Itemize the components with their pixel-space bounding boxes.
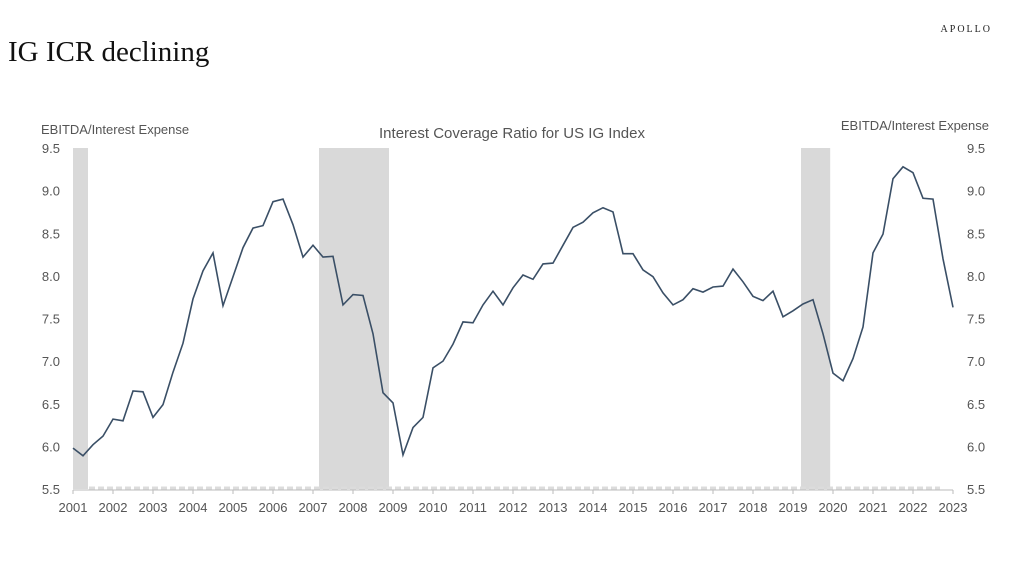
x-tick-label: 2023 bbox=[939, 500, 968, 515]
x-tick-label: 2001 bbox=[59, 500, 88, 515]
recession-band bbox=[801, 148, 831, 489]
x-tick-label: 2016 bbox=[659, 500, 688, 515]
x-tick-label: 2012 bbox=[499, 500, 528, 515]
recession-band bbox=[319, 148, 389, 489]
x-tick-label: 2020 bbox=[819, 500, 848, 515]
y-tick-label-left: 7.5 bbox=[42, 312, 60, 327]
y-tick-label-right: 7.5 bbox=[967, 312, 985, 327]
y-tick-label-left: 6.0 bbox=[42, 439, 60, 454]
y-tick-label-left: 8.0 bbox=[42, 269, 60, 284]
y-tick-label-left: 8.5 bbox=[42, 226, 60, 241]
x-tick-label: 2011 bbox=[459, 500, 487, 515]
y-tick-label-left: 9.5 bbox=[42, 141, 60, 156]
x-tick-label: 2019 bbox=[779, 500, 808, 515]
y-tick-label-right: 8.5 bbox=[967, 226, 985, 241]
x-tick-label: 2018 bbox=[739, 500, 768, 515]
recession-band bbox=[73, 148, 88, 489]
x-tick-label: 2006 bbox=[259, 500, 288, 515]
y-tick-label-left: 6.5 bbox=[42, 397, 60, 412]
x-tick-label: 2007 bbox=[299, 500, 328, 515]
y-tick-label-right: 9.0 bbox=[967, 184, 985, 199]
chart-title: Interest Coverage Ratio for US IG Index bbox=[379, 125, 645, 142]
x-tick-label: 2015 bbox=[619, 500, 648, 515]
x-tick-label: 2009 bbox=[379, 500, 408, 515]
y-tick-label-left: 7.0 bbox=[42, 354, 60, 369]
x-tick-label: 2004 bbox=[179, 500, 208, 515]
y-tick-label-right: 9.5 bbox=[967, 141, 985, 156]
x-tick-label: 2013 bbox=[539, 500, 568, 515]
y-tick-label-left: 5.5 bbox=[42, 482, 60, 497]
brand-logo: APOLLO bbox=[940, 24, 992, 35]
page-title: IG ICR declining bbox=[8, 36, 210, 68]
series-line bbox=[72, 165, 954, 458]
y-tick-label-right: 8.0 bbox=[967, 269, 985, 284]
x-tick-label: 2008 bbox=[339, 500, 368, 515]
y-tick-label-right: 7.0 bbox=[967, 354, 985, 369]
x-tick-label: 2021 bbox=[859, 500, 888, 515]
y-axis-label-right: EBITDA/Interest Expense bbox=[841, 118, 989, 133]
y-tick-label-left: 9.0 bbox=[42, 184, 60, 199]
x-tick-label: 2003 bbox=[139, 500, 168, 515]
y-tick-label-right: 6.5 bbox=[967, 397, 985, 412]
y-axis-label-left: EBITDA/Interest Expense bbox=[41, 122, 189, 137]
x-tick-label: 2002 bbox=[99, 500, 128, 515]
x-tick-label: 2005 bbox=[219, 500, 248, 515]
y-tick-label-right: 5.5 bbox=[967, 482, 985, 497]
x-tick-label: 2014 bbox=[579, 500, 608, 515]
x-tick-label: 2022 bbox=[899, 500, 928, 515]
x-tick-label: 2017 bbox=[699, 500, 728, 515]
y-tick-label-right: 6.0 bbox=[967, 439, 985, 454]
x-tick-label: 2010 bbox=[419, 500, 448, 515]
